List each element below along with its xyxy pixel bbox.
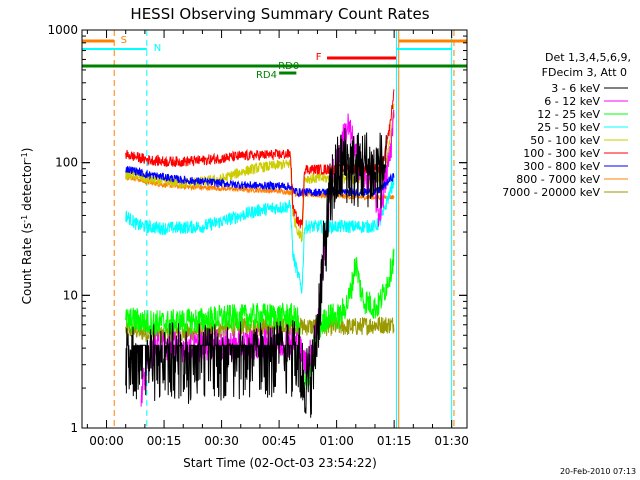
legend-label-1: 6 - 12 keV	[544, 95, 600, 108]
y-tick-label-2: 100	[55, 156, 78, 170]
chart-title: HESSI Observing Summary Count Rates	[130, 5, 429, 23]
plot-area	[82, 30, 467, 428]
legend-label-3: 25 - 50 keV	[537, 121, 600, 134]
series-line-7	[125, 174, 395, 202]
legend-label-7: 800 - 7000 keV	[516, 173, 600, 186]
plot-frame	[81, 29, 468, 429]
annotation-label-rd0: RD0	[278, 61, 299, 72]
x-axis-label: Start Time (02-Oct-03 23:54:22)	[183, 456, 377, 470]
x-tick-label-0: 00:00	[89, 434, 124, 448]
x-tick-label-4: 01:00	[319, 434, 354, 448]
x-tick-label-5: 01:15	[377, 434, 412, 448]
footer-date: 20-Feb-2010 07:13	[560, 467, 636, 476]
y-axis-label: Count Rate (s-1 detector-1)	[20, 148, 35, 305]
series-line-0	[125, 127, 387, 418]
legend-label-0: 3 - 6 keV	[551, 82, 600, 95]
x-tick-label-6: 01:30	[434, 434, 469, 448]
legend-header-line-1: Det 1,3,4,5,6,9,	[545, 51, 631, 64]
y-tick-label-3: 1000	[47, 23, 78, 37]
legend-label-4: 50 - 100 keV	[530, 134, 600, 147]
series-line-2	[125, 248, 395, 390]
annotation-label-n: N	[154, 43, 161, 54]
annotation-label-s: S	[121, 35, 127, 46]
annotation-label-rd4: RD4	[256, 70, 277, 81]
x-tick-label-3: 00:45	[262, 434, 297, 448]
x-tick-label-1: 00:15	[147, 434, 182, 448]
legend-label-6: 300 - 800 keV	[523, 160, 600, 173]
annotation-label-f: F	[316, 52, 322, 63]
x-tick-label-2: 00:30	[204, 434, 239, 448]
legend-label-2: 12 - 25 keV	[537, 108, 600, 121]
y-tick-label-0: 1	[70, 421, 78, 435]
legend-label-5: 100 - 300 keV	[523, 147, 600, 160]
legend-header-line-2: FDecim 3, Att 0	[542, 66, 627, 79]
axes-layer: 1 10 100 1000 00:00 00:15 00:30 00:45 01:00 01:15…	[47, 23, 469, 448]
series-line-3	[125, 175, 395, 294]
legend-label-8: 7000 - 20000 keV	[502, 186, 600, 199]
y-tick-label-1: 10	[63, 288, 78, 302]
